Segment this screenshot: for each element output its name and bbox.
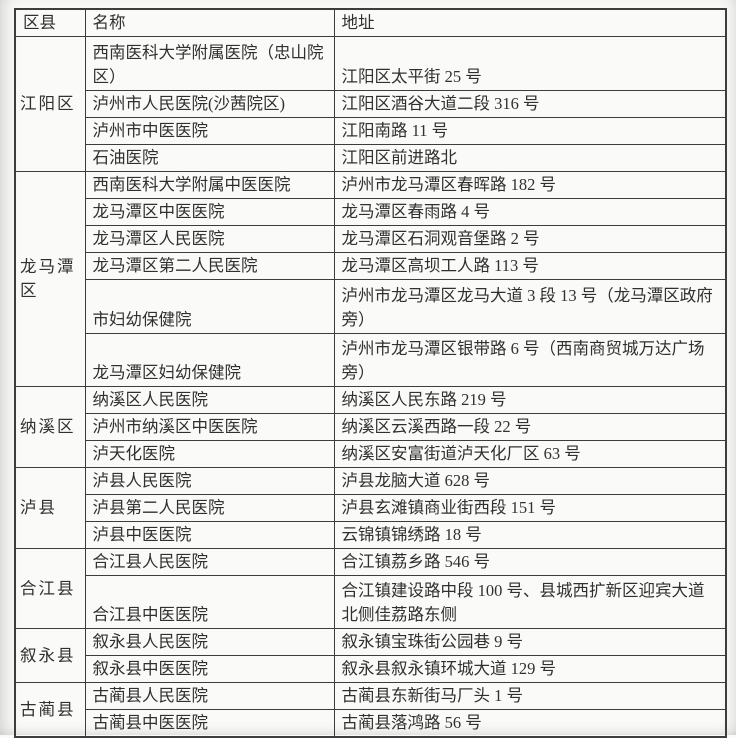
header-district: 区县 (14, 8, 86, 37)
table-row: 龙马潭区 西南医科大学附属中医医院 泸州市龙马潭区春晖路 182 号 (14, 171, 727, 387)
hospital-name-cell: 叙永县中医医院 (84, 655, 335, 683)
header-row: 区县 名称 地址 (14, 8, 727, 37)
table-body: 江阳区 西南医科大学附属医院（忠山院区） 江阳区太平街 25 号泸州市人民医院(沙茜… (14, 36, 727, 738)
header-address: 地址 (333, 8, 727, 37)
hospital-name-cell: 泸州市中医医院 (84, 117, 335, 145)
hospital-name-cell: 市妇幼保健院 (84, 279, 335, 334)
hospital-address-cell: 江阳区太平街 25 号 (333, 36, 727, 91)
hospital-name-cell: 泸县人民医院 (84, 467, 335, 495)
hospital-address-cell: 江阳区酒谷大道二段 316 号 (333, 90, 727, 118)
district-cell: 叙永县 (14, 628, 86, 683)
district-cell: 江阳区 (14, 36, 86, 172)
district-cell: 龙马潭区 (14, 171, 86, 387)
table-row: 叙永县中医医院 叙永县叙永镇环城大道 129 号 (15, 655, 727, 683)
hospital-address-cell: 泸县龙脑大道 628 号 (333, 467, 727, 495)
hospital-name-cell: 龙马潭区第二人民医院 (84, 252, 335, 280)
hospital-name-cell: 石油医院 (84, 144, 335, 172)
table-row: 石油医院 江阳区前进路北 (15, 144, 727, 172)
hospital-name-cell: 龙马潭区妇幼保健院 (84, 333, 335, 387)
hospital-name-cell: 泸州市纳溪区中医医院 (84, 413, 335, 441)
hospital-name-cell: 西南医科大学附属医院（忠山院区） (84, 36, 335, 91)
hospital-name-cell: 叙永县人民医院 (84, 628, 335, 656)
hospital-name-cell: 泸天化医院 (84, 440, 335, 468)
hospital-name-cell: 龙马潭区人民医院 (84, 225, 335, 253)
header-name: 名称 (84, 8, 335, 37)
table-row: 合江县中医医院 合江镇建设路中段 100 号、县城西扩新区迎宾大道北侧佳荔路东侧 (15, 575, 727, 629)
hospital-address-cell: 叙永县叙永镇环城大道 129 号 (333, 655, 727, 683)
hospital-address-cell: 泸县玄滩镇商业街西段 151 号 (333, 494, 727, 522)
hospital-address-cell: 泸州市龙马潭区春晖路 182 号 (333, 171, 727, 199)
table-row: 江阳区 西南医科大学附属医院（忠山院区） 江阳区太平街 25 号 (14, 36, 727, 172)
table-row: 泸县中医医院 云锦镇锦绣路 18 号 (15, 521, 727, 549)
table-row: 泸州市人民医院(沙茜院区) 江阳区酒谷大道二段 316 号 (15, 90, 727, 118)
table-row: 龙马潭区妇幼保健院 泸州市龙马潭区银带路 6 号（西南商贸城万达广场旁） (15, 333, 727, 387)
hospital-address-cell: 古蔺县东新街马厂头 1 号 (333, 682, 727, 710)
hospital-name-cell: 泸州市人民医院(沙茜院区) (84, 90, 335, 118)
hospital-address-cell: 合江镇荔乡路 546 号 (333, 548, 727, 576)
table-row: 龙马潭区中医医院 龙马潭区春雨路 4 号 (15, 198, 727, 226)
table-row: 泸县第二人民医院 泸县玄滩镇商业街西段 151 号 (15, 494, 727, 522)
table-row: 泸州市中医医院 江阳南路 11 号 (15, 117, 727, 145)
hospital-address-cell: 叙永镇宝珠街公园巷 9 号 (333, 628, 727, 656)
hospital-address-cell: 纳溪区云溪西路一段 22 号 (333, 413, 727, 441)
hospital-address-cell: 云锦镇锦绣路 18 号 (333, 521, 727, 549)
hospital-name-cell: 龙马潭区中医医院 (84, 198, 335, 226)
table-row: 龙马潭区第二人民医院 龙马潭区高坝工人路 113 号 (15, 252, 727, 280)
table-row: 泸州市纳溪区中医医院 纳溪区云溪西路一段 22 号 (15, 413, 727, 441)
hospital-name-cell: 合江县中医医院 (84, 575, 335, 629)
hospital-table: 区县 名称 地址 江阳区 西南医科大学附属医院（忠山院区） 江阳区太平街 25 号泸… (14, 8, 727, 738)
hospital-address-cell: 泸州市龙马潭区龙马大道 3 段 13 号（龙马潭区政府旁） (333, 279, 727, 334)
hospital-table-container: 区县 名称 地址 江阳区 西南医科大学附属医院（忠山院区） 江阳区太平街 25 号泸… (14, 8, 727, 738)
table-row: 纳溪区 纳溪区人民医院 纳溪区人民东路 219 号 (14, 386, 727, 468)
hospital-address-cell: 龙马潭区高坝工人路 113 号 (333, 252, 727, 280)
table-row: 合江县 合江县人民医院 合江镇荔乡路 546 号 (14, 548, 727, 629)
hospital-address-cell: 江阳区前进路北 (333, 144, 727, 172)
table-row: 叙永县 叙永县人民医院 叙永镇宝珠街公园巷 9 号 (14, 628, 727, 683)
district-cell: 古蔺县 (14, 682, 86, 738)
hospital-address-cell: 龙马潭区石洞观音堡路 2 号 (333, 225, 727, 253)
hospital-name-cell: 纳溪区人民医院 (84, 386, 335, 414)
hospital-address-cell: 江阳南路 11 号 (333, 117, 727, 145)
hospital-name-cell: 泸县第二人民医院 (84, 494, 335, 522)
district-cell: 合江县 (14, 548, 86, 629)
hospital-address-cell: 合江镇建设路中段 100 号、县城西扩新区迎宾大道北侧佳荔路东侧 (333, 575, 727, 629)
hospital-address-cell: 纳溪区安富街道泸天化厂区 63 号 (333, 440, 727, 468)
hospital-name-cell: 古蔺县人民医院 (84, 682, 335, 710)
hospital-address-cell: 古蔺县落鸿路 56 号 (333, 709, 727, 738)
hospital-address-cell: 泸州市龙马潭区银带路 6 号（西南商贸城万达广场旁） (333, 333, 727, 387)
table-row: 龙马潭区人民医院 龙马潭区石洞观音堡路 2 号 (15, 225, 727, 253)
table-row: 古蔺县 古蔺县人民医院 古蔺县东新街马厂头 1 号 (14, 682, 727, 738)
hospital-address-cell: 纳溪区人民东路 219 号 (333, 386, 727, 414)
hospital-name-cell: 西南医科大学附属中医医院 (84, 171, 335, 199)
district-cell: 纳溪区 (14, 386, 86, 468)
table-row: 泸县 泸县人民医院 泸县龙脑大道 628 号 (14, 467, 727, 549)
hospital-name-cell: 合江县人民医院 (84, 548, 335, 576)
table-row: 古蔺县中医医院 古蔺县落鸿路 56 号 (15, 709, 727, 738)
hospital-address-cell: 龙马潭区春雨路 4 号 (333, 198, 727, 226)
hospital-name-cell: 古蔺县中医医院 (84, 709, 335, 738)
district-cell: 泸县 (14, 467, 86, 549)
table-row: 市妇幼保健院 泸州市龙马潭区龙马大道 3 段 13 号（龙马潭区政府旁） (15, 279, 727, 334)
hospital-name-cell: 泸县中医医院 (84, 521, 335, 549)
table-row: 泸天化医院 纳溪区安富街道泸天化厂区 63 号 (15, 440, 727, 468)
